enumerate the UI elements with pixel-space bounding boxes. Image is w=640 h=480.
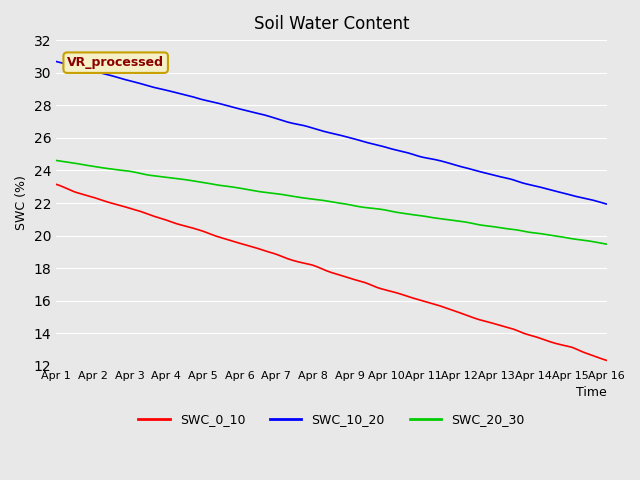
SWC_0_10 <box>603 358 611 363</box>
Legend: SWC_0_10, SWC_10_20, SWC_20_30: SWC_0_10, SWC_10_20, SWC_20_30 <box>133 408 529 432</box>
SWC_0_10 <box>52 181 60 187</box>
SWC_20_30 <box>362 205 370 211</box>
Line: SWC_20_30: SWC_20_30 <box>56 160 607 244</box>
SWC_20_30 <box>144 172 152 178</box>
SWC_10_20 <box>579 195 587 201</box>
SWC_10_20 <box>603 201 611 207</box>
SWC_10_20 <box>144 83 152 89</box>
SWC_20_30 <box>52 157 60 163</box>
SWC_10_20 <box>52 59 60 64</box>
X-axis label: Time: Time <box>576 386 607 399</box>
Line: SWC_10_20: SWC_10_20 <box>56 61 607 204</box>
SWC_10_20 <box>451 162 458 168</box>
SWC_10_20 <box>362 140 370 145</box>
SWC_10_20 <box>594 199 602 204</box>
SWC_0_10 <box>451 308 458 314</box>
SWC_20_30 <box>451 218 458 224</box>
Y-axis label: SWC (%): SWC (%) <box>15 176 28 230</box>
SWC_0_10 <box>144 211 152 217</box>
SWC_0_10 <box>579 349 587 355</box>
SWC_20_30 <box>594 240 602 245</box>
SWC_0_10 <box>362 280 370 286</box>
SWC_0_10 <box>594 355 602 360</box>
Text: VR_processed: VR_processed <box>67 56 164 69</box>
SWC_20_30 <box>579 237 587 243</box>
SWC_20_30 <box>603 241 611 247</box>
Title: Soil Water Content: Soil Water Content <box>253 15 409 33</box>
SWC_0_10 <box>114 202 122 208</box>
SWC_20_30 <box>114 167 122 173</box>
Line: SWC_0_10: SWC_0_10 <box>56 184 607 360</box>
SWC_10_20 <box>114 74 122 80</box>
